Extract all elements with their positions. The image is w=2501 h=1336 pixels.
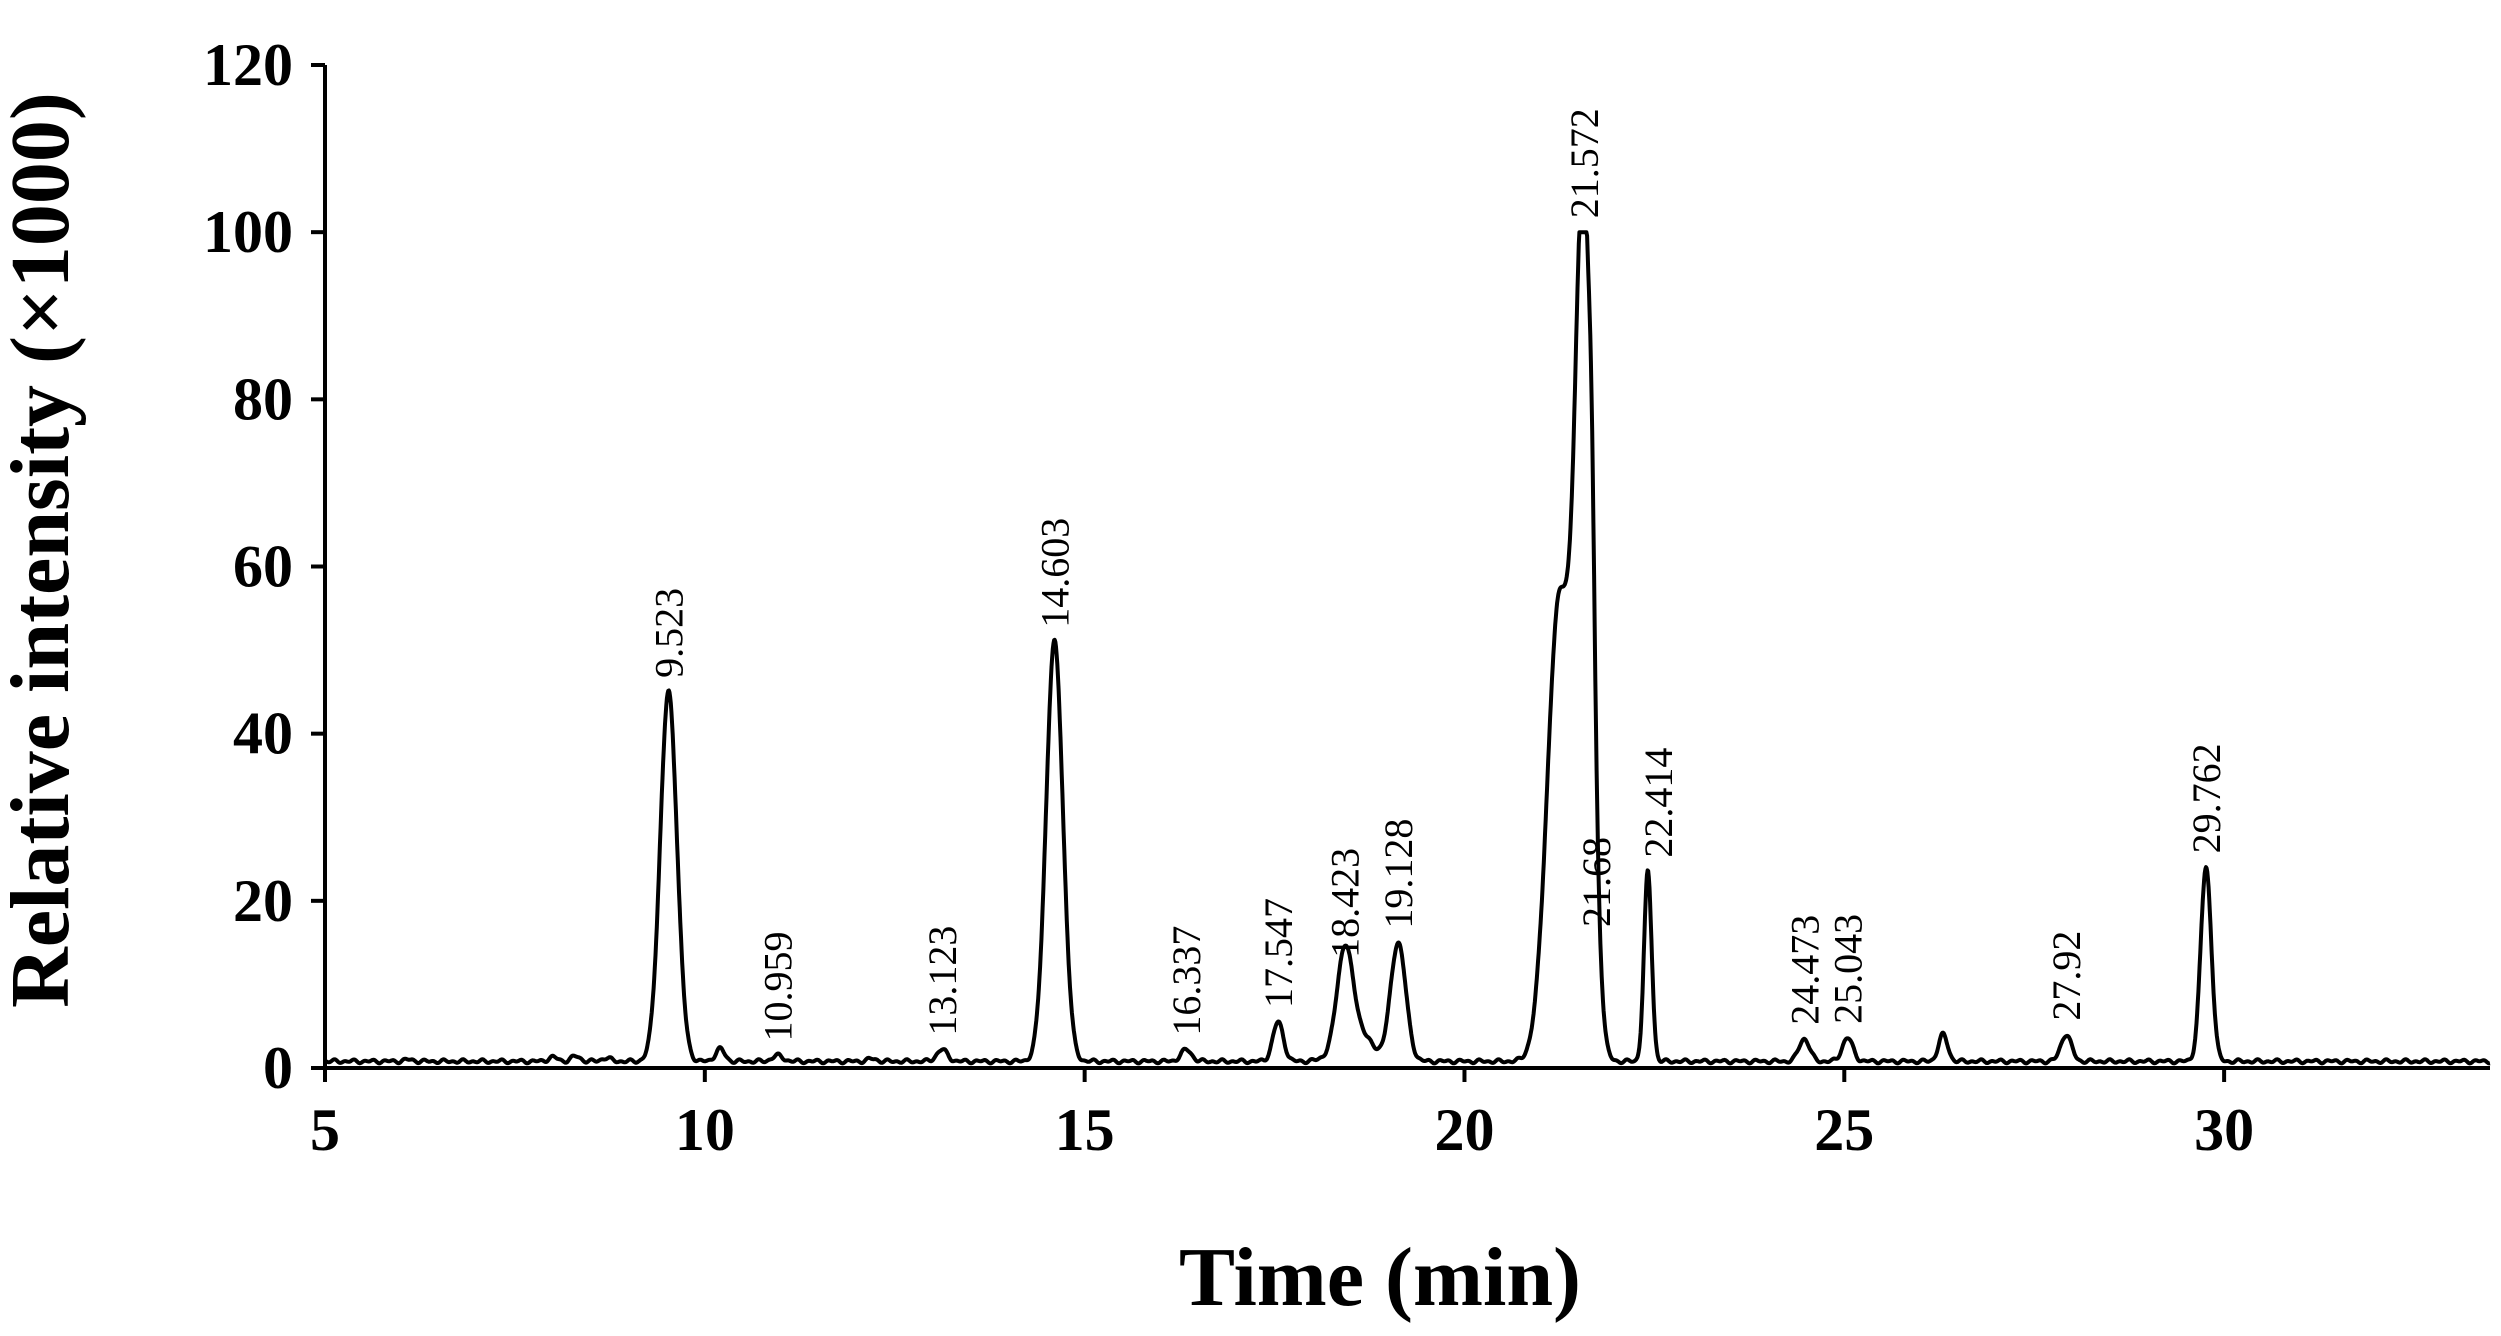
peak-label: 21.68 — [1574, 837, 1619, 927]
x-tick-label: 25 — [1814, 1097, 1874, 1163]
peak-label: 18.423 — [1323, 848, 1368, 958]
y-tick-label: 80 — [233, 366, 293, 432]
peak-label: 9.523 — [647, 588, 692, 678]
peak-label: 24.473 — [1782, 915, 1827, 1025]
y-tick-label: 40 — [233, 701, 293, 767]
axes: 0 20 40 60 80 100 120 5 10 15 20 25 30 — [203, 32, 2490, 1163]
y-tick-label: 60 — [233, 534, 293, 600]
peak-label: 29.762 — [2184, 743, 2229, 853]
peak-label: 17.547 — [1256, 898, 1301, 1008]
peak-labels: 9.523 10.959 13.123 14.603 16.337 17.547 18.42… — [647, 108, 2229, 1041]
x-tick-label: 15 — [1055, 1097, 1115, 1163]
y-tick-label: 0 — [263, 1035, 293, 1101]
peak-label: 22.414 — [1636, 748, 1681, 858]
peak-label: 21.572 — [1562, 108, 1607, 218]
peak-label: 13.123 — [920, 926, 965, 1036]
chromatogram-trace — [323, 230, 2492, 1066]
peak-label: 25.043 — [1826, 914, 1871, 1024]
y-tick-label: 100 — [203, 199, 293, 265]
peak-label: 19.128 — [1376, 819, 1421, 929]
x-tick-label: 20 — [1434, 1097, 1494, 1163]
y-axis-title: Relative intensity (×1000) — [0, 92, 87, 1008]
x-axis-title: Time (min) — [1179, 1231, 1581, 1324]
y-tick-label: 120 — [203, 32, 293, 98]
peak-label: 27.92 — [2044, 931, 2089, 1021]
y-tick-label: 20 — [233, 868, 293, 934]
x-tick-label: 5 — [310, 1097, 340, 1163]
peak-label: 16.337 — [1164, 926, 1209, 1036]
peak-label: 10.959 — [756, 932, 801, 1042]
x-tick-label: 30 — [2194, 1097, 2254, 1163]
peak-label: 14.603 — [1033, 518, 1078, 628]
x-tick-label: 10 — [675, 1097, 735, 1163]
